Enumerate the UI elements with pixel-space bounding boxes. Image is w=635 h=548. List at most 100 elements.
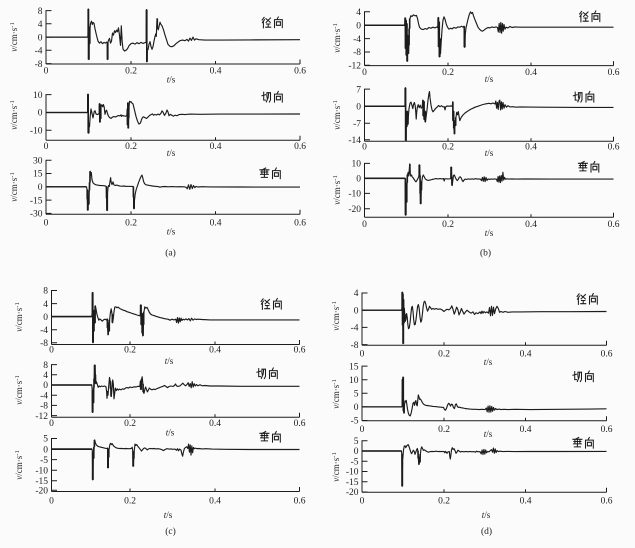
- svg-text:0.2: 0.2: [442, 220, 454, 230]
- svg-text:-20: -20: [348, 205, 361, 215]
- svg-text:0: 0: [362, 68, 367, 78]
- svg-text:0.4: 0.4: [525, 143, 537, 153]
- svg-text:0.6: 0.6: [601, 350, 613, 360]
- svg-text:-7: -7: [353, 119, 361, 129]
- svg-text:0.4: 0.4: [520, 350, 532, 360]
- svg-text:0: 0: [354, 447, 359, 457]
- svg-text:-20: -20: [35, 486, 48, 496]
- svg-text:15: 15: [33, 170, 43, 180]
- svg-text:-15: -15: [30, 196, 43, 206]
- svg-text:t/s: t/s: [484, 357, 493, 367]
- svg-text:v/cm·s-1: v/cm·s-1: [9, 172, 19, 201]
- svg-text:t/s: t/s: [482, 510, 491, 520]
- svg-text:-5: -5: [40, 456, 48, 466]
- svg-text:0.4: 0.4: [210, 142, 222, 152]
- svg-text:-12: -12: [35, 412, 48, 422]
- svg-text:30: 30: [33, 156, 43, 166]
- svg-text:0.2: 0.2: [438, 497, 450, 507]
- svg-text:5: 5: [43, 435, 48, 445]
- svg-text:10: 10: [352, 160, 362, 170]
- svg-text:t/s: t/s: [167, 227, 176, 237]
- svg-text:-8: -8: [40, 402, 48, 412]
- svg-text:0.4: 0.4: [525, 68, 537, 78]
- svg-text:4: 4: [38, 20, 43, 30]
- svg-text:0.4: 0.4: [210, 219, 222, 229]
- svg-text:0.6: 0.6: [601, 425, 613, 435]
- svg-text:t/s: t/s: [167, 75, 176, 85]
- svg-text:v/cm·s-1: v/cm·s-1: [14, 302, 24, 331]
- svg-text:-10: -10: [35, 466, 48, 476]
- svg-text:0.6: 0.6: [608, 220, 620, 230]
- svg-text:0: 0: [38, 109, 43, 119]
- svg-text:0: 0: [354, 403, 359, 413]
- svg-text:t/s: t/s: [485, 148, 494, 158]
- svg-text:0.6: 0.6: [294, 219, 306, 229]
- svg-text:-15: -15: [35, 477, 48, 487]
- svg-text:-10: -10: [346, 468, 359, 478]
- svg-text:10: 10: [33, 91, 43, 101]
- svg-text:0: 0: [44, 219, 49, 229]
- svg-text:-10: -10: [348, 190, 361, 200]
- svg-text:0.2: 0.2: [442, 68, 454, 78]
- svg-text:0: 0: [49, 346, 54, 356]
- svg-text:-8: -8: [40, 339, 48, 349]
- svg-text:0.6: 0.6: [601, 497, 613, 507]
- svg-text:0: 0: [43, 445, 48, 455]
- svg-text:4: 4: [43, 300, 48, 310]
- svg-text:0.6: 0.6: [294, 497, 306, 507]
- svg-text:8: 8: [43, 361, 48, 371]
- svg-text:t/s: t/s: [484, 429, 493, 439]
- svg-text:-15: -15: [346, 478, 359, 488]
- svg-text:0.4: 0.4: [209, 497, 221, 507]
- svg-text:-14: -14: [348, 136, 361, 146]
- svg-text:0: 0: [44, 67, 49, 77]
- svg-text:4: 4: [354, 289, 359, 299]
- svg-text:t/s: t/s: [485, 228, 494, 238]
- svg-text:0: 0: [43, 313, 48, 323]
- svg-text:-4: -4: [351, 324, 359, 334]
- svg-text:0.6: 0.6: [294, 142, 306, 152]
- svg-text:v/cm·s-1: v/cm·s-1: [331, 452, 341, 481]
- svg-text:5: 5: [354, 390, 359, 400]
- svg-text:0.2: 0.2: [125, 67, 137, 77]
- svg-text:0.6: 0.6: [608, 68, 620, 78]
- svg-text:0.4: 0.4: [209, 346, 221, 356]
- svg-text:0: 0: [38, 183, 43, 193]
- svg-text:0.2: 0.2: [124, 497, 136, 507]
- svg-text:10: 10: [349, 376, 359, 386]
- svg-text:(d): (d): [481, 526, 492, 537]
- svg-text:0.2: 0.2: [124, 346, 136, 356]
- svg-text:t/s: t/s: [164, 510, 173, 520]
- svg-text:0: 0: [356, 21, 361, 31]
- svg-text:t/s: t/s: [167, 148, 176, 158]
- svg-text:0: 0: [44, 142, 49, 152]
- svg-text:-5: -5: [351, 417, 359, 427]
- svg-text:0.6: 0.6: [608, 143, 620, 153]
- svg-text:0: 0: [356, 102, 361, 112]
- svg-text:0.4: 0.4: [209, 419, 221, 429]
- svg-text:4: 4: [43, 371, 48, 381]
- svg-text:(b): (b): [480, 248, 491, 259]
- svg-text:-12: -12: [348, 61, 361, 71]
- svg-text:(c): (c): [165, 526, 176, 537]
- svg-text:0.4: 0.4: [525, 220, 537, 230]
- svg-text:0.6: 0.6: [294, 346, 306, 356]
- svg-text:5: 5: [354, 437, 359, 447]
- svg-text:v/cm·s-1: v/cm·s-1: [332, 23, 342, 52]
- svg-text:4: 4: [356, 8, 361, 18]
- svg-text:-4: -4: [40, 391, 48, 401]
- svg-text:v/cm·s-1: v/cm·s-1: [9, 22, 19, 51]
- svg-text:0: 0: [356, 175, 361, 185]
- svg-text:0.6: 0.6: [294, 419, 306, 429]
- svg-text:t/s: t/s: [166, 428, 175, 438]
- svg-text:-8: -8: [35, 60, 43, 70]
- svg-text:0: 0: [360, 497, 365, 507]
- svg-text:0.2: 0.2: [124, 419, 136, 429]
- svg-text:v/cm·s-1: v/cm·s-1: [331, 301, 341, 330]
- svg-text:-4: -4: [40, 326, 48, 336]
- svg-text:t/s: t/s: [165, 356, 174, 366]
- svg-text:0: 0: [360, 425, 365, 435]
- svg-text:-8: -8: [351, 341, 359, 351]
- svg-text:-4: -4: [353, 35, 361, 45]
- svg-text:t/s: t/s: [485, 74, 494, 84]
